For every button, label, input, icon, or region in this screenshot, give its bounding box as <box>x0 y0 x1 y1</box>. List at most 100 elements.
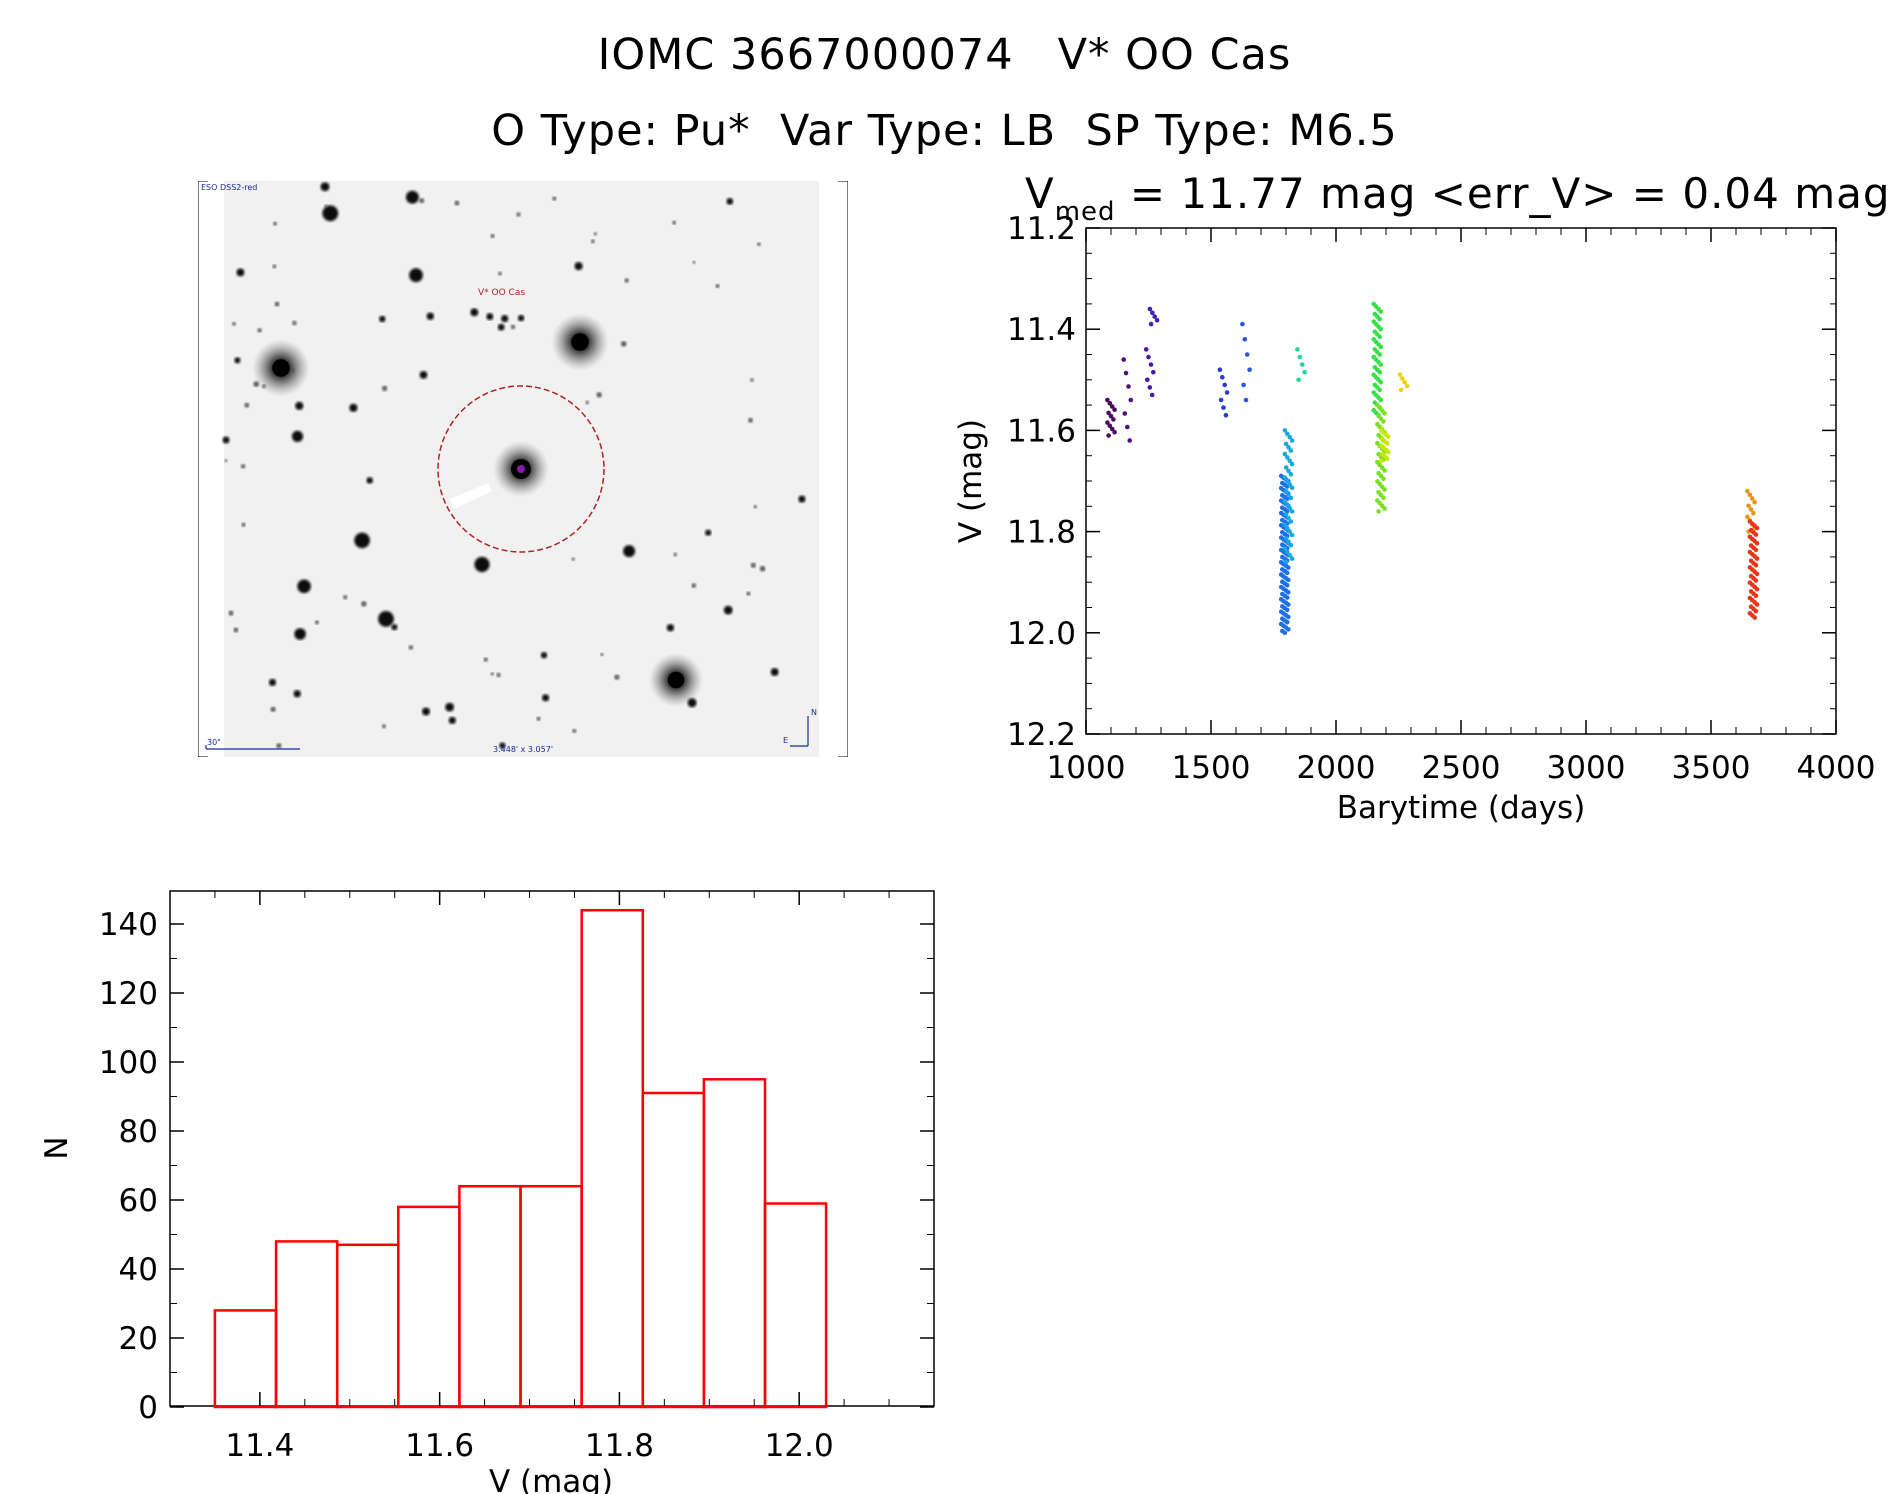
data-point <box>1286 539 1291 544</box>
data-point <box>1285 455 1290 460</box>
data-point <box>1283 488 1289 494</box>
field-star <box>240 464 246 469</box>
data-point <box>1404 383 1410 389</box>
data-point <box>1247 367 1252 373</box>
lightcurve-ylabel: V (mag) <box>953 419 989 543</box>
histogram-bar <box>213 1309 278 1409</box>
data-point <box>1107 423 1113 429</box>
field-star <box>272 264 277 269</box>
y-tick-label: 11.2 <box>1007 211 1076 247</box>
field-star <box>687 698 697 708</box>
data-point <box>1286 627 1291 632</box>
data-point <box>1286 445 1291 450</box>
data-point <box>1112 429 1117 435</box>
data-point <box>1284 582 1290 588</box>
scale-label: 30" <box>207 738 221 747</box>
x-tick-label: 4000 <box>1797 750 1876 786</box>
field-star <box>726 198 734 205</box>
data-point <box>1381 476 1386 482</box>
data-point <box>1378 326 1384 332</box>
field-star <box>244 402 250 408</box>
histogram-bar <box>641 1091 706 1409</box>
field-star <box>623 545 636 558</box>
data-point <box>1240 321 1245 327</box>
data-point <box>1381 419 1386 424</box>
data-point <box>1152 314 1157 319</box>
data-point <box>1241 382 1246 388</box>
field-star <box>600 652 604 657</box>
field-star <box>510 324 516 330</box>
data-point <box>1753 547 1759 553</box>
field-star <box>759 565 766 572</box>
data-point <box>1296 377 1301 383</box>
data-point <box>1286 515 1291 521</box>
chart-title-star-id: IOMC 3667000074 V* OO Cas <box>597 30 1292 80</box>
field-star <box>496 672 501 678</box>
data-point <box>1386 449 1391 455</box>
field-star <box>498 271 502 276</box>
field-star <box>293 690 301 698</box>
data-point <box>1382 506 1387 511</box>
x-tick-label: 11.6 <box>405 1428 474 1464</box>
field-star <box>672 220 677 225</box>
data-point <box>1154 318 1160 323</box>
data-point <box>1746 503 1751 509</box>
field-star <box>290 368 295 373</box>
data-point <box>1106 433 1111 438</box>
data-point <box>1754 525 1760 531</box>
data-point <box>1149 392 1155 398</box>
data-point <box>1751 510 1756 516</box>
data-point <box>1289 438 1295 443</box>
field-star <box>228 610 234 616</box>
field-star <box>378 611 394 627</box>
y-tick-label: 120 <box>99 976 158 1012</box>
x-tick-label: 2500 <box>1422 750 1501 786</box>
data-point <box>1128 397 1134 403</box>
data-point <box>1384 456 1390 461</box>
field-star <box>292 320 297 326</box>
field-star <box>391 624 398 631</box>
histogram-bar <box>335 1243 400 1409</box>
data-point <box>1754 602 1760 607</box>
field-star <box>274 301 280 307</box>
data-point <box>1105 420 1110 425</box>
field-star <box>354 532 370 549</box>
data-point <box>1105 397 1110 403</box>
data-point <box>1283 465 1289 470</box>
field-star <box>408 645 414 650</box>
data-point <box>1127 438 1132 443</box>
field-star <box>422 707 430 716</box>
y-tick-label: 12.2 <box>1007 717 1076 753</box>
y-tick-label: 80 <box>119 1114 158 1150</box>
x-tick-label: 11.4 <box>225 1428 294 1464</box>
data-point <box>1145 377 1150 383</box>
survey-label: ESO DSS2-red <box>201 183 257 192</box>
field-star <box>486 313 494 321</box>
field-star <box>692 260 696 264</box>
data-point <box>1125 424 1130 430</box>
data-point <box>1286 614 1291 620</box>
data-point <box>1285 502 1290 507</box>
data-point <box>1286 468 1291 474</box>
field-star <box>474 556 490 573</box>
field-star <box>746 591 751 596</box>
data-point <box>1397 372 1403 378</box>
data-point <box>1123 370 1129 376</box>
field-star <box>536 716 541 721</box>
data-point <box>1288 495 1294 501</box>
target-label: V* OO Cas <box>478 288 525 298</box>
data-point <box>1244 352 1250 357</box>
data-point <box>1297 354 1303 360</box>
fov-label: 3.448' x 3.057' <box>493 745 553 754</box>
field-star <box>426 312 434 320</box>
data-point <box>1126 384 1131 389</box>
data-point <box>1378 458 1384 464</box>
data-point <box>1284 619 1290 625</box>
data-point <box>1754 586 1760 592</box>
field-star <box>268 678 277 686</box>
chart-title-star-types: O Type: Pu* Var Type: LB SP Type: M6.5 <box>491 106 1398 156</box>
subtitle-rest: = 11.77 mag <err_V> = 0.04 mag <box>1116 169 1889 218</box>
histogram-frame <box>169 890 935 1407</box>
data-point <box>1378 309 1384 314</box>
data-point <box>1400 376 1405 381</box>
